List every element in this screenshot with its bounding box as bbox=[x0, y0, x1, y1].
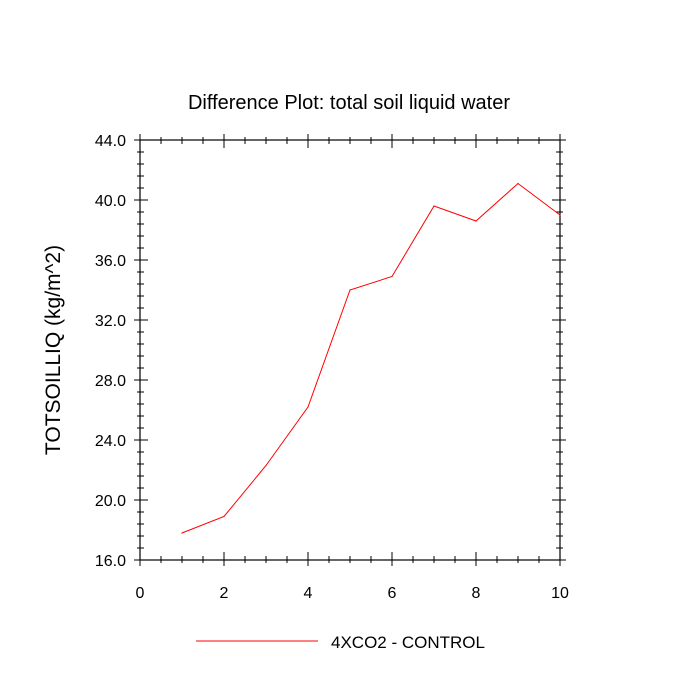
y-axis-label: TOTSOILLIQ (kg/m^2) bbox=[42, 245, 65, 455]
axis-ticks bbox=[134, 134, 566, 566]
x-tick-label: 8 bbox=[472, 585, 481, 602]
data-point bbox=[265, 464, 267, 467]
data-point bbox=[349, 289, 351, 291]
x-tick-label: 2 bbox=[220, 585, 229, 602]
x-tick-label: 4 bbox=[304, 585, 313, 602]
plot-frame bbox=[139, 139, 561, 561]
data-point bbox=[307, 406, 309, 408]
series-points bbox=[181, 182, 561, 534]
data-point bbox=[517, 182, 519, 185]
y-tick-label: 24.0 bbox=[95, 433, 126, 450]
data-point bbox=[223, 515, 225, 518]
y-tick-label: 32.0 bbox=[95, 313, 126, 330]
data-point bbox=[559, 214, 561, 216]
chart-title: Difference Plot: total soil liquid water bbox=[188, 92, 510, 114]
y-tick-label: 16.0 bbox=[95, 553, 126, 570]
data-point bbox=[391, 275, 393, 278]
x-tick-label: 0 bbox=[136, 585, 145, 602]
x-tick-label: 10 bbox=[551, 585, 569, 602]
y-tick-labels: 16.0 20.0 24.0 28.0 32.0 36.0 40.0 44.0 bbox=[95, 133, 126, 570]
x-tick-labels: 0 2 4 6 8 10 bbox=[136, 585, 569, 602]
series-line-4xco2-control bbox=[181, 182, 561, 534]
data-point bbox=[181, 532, 183, 534]
y-tick-label: 28.0 bbox=[95, 373, 126, 390]
data-point bbox=[475, 220, 477, 222]
data-point bbox=[433, 205, 435, 207]
legend-label: 4XCO2 - CONTROL bbox=[331, 633, 485, 652]
legend: 4XCO2 - CONTROL bbox=[196, 633, 485, 652]
y-tick-label: 20.0 bbox=[95, 493, 126, 510]
y-tick-label: 40.0 bbox=[95, 193, 126, 210]
y-tick-label: 44.0 bbox=[95, 133, 126, 150]
y-tick-label: 36.0 bbox=[95, 253, 126, 270]
x-tick-label: 6 bbox=[388, 585, 397, 602]
